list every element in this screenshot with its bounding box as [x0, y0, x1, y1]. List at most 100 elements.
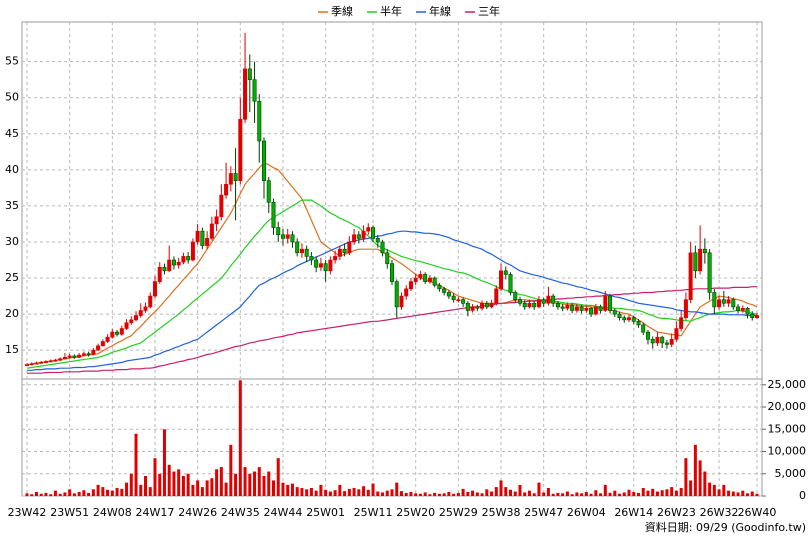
- candle-body: [513, 292, 518, 300]
- volume-bar: [139, 484, 143, 496]
- candle-body: [560, 306, 565, 309]
- volume-bar: [456, 492, 460, 496]
- candle-body: [366, 227, 371, 232]
- volume-bar: [314, 490, 318, 496]
- x-tick-label: 26W40: [738, 506, 777, 519]
- candle-body: [43, 361, 48, 363]
- candle-body: [593, 306, 598, 315]
- candle-body: [337, 248, 342, 257]
- volume-bar: [433, 492, 437, 496]
- candle-body: [152, 281, 157, 297]
- volume-bar: [376, 491, 380, 496]
- candle-body: [167, 259, 172, 272]
- volume-bar: [328, 491, 332, 496]
- volume-bar: [338, 484, 342, 496]
- legend-label: 年線: [429, 4, 451, 18]
- candle-body: [171, 259, 176, 266]
- volume-bar: [428, 494, 432, 496]
- candle-body: [522, 302, 527, 308]
- volume-bar: [238, 380, 242, 496]
- candle-body: [271, 202, 276, 228]
- candle-body: [148, 295, 153, 308]
- candle-body: [717, 299, 722, 308]
- volume-bar: [144, 475, 148, 496]
- legend-label: 季線: [331, 4, 353, 18]
- volume-bar: [646, 490, 650, 496]
- volume-bar: [499, 480, 503, 496]
- volume-bar: [385, 490, 389, 496]
- candle-body: [96, 345, 101, 351]
- volume-bar: [210, 478, 214, 496]
- candle-body: [318, 263, 323, 268]
- candle-body: [527, 302, 532, 308]
- volume-bar: [44, 492, 48, 496]
- volume-bar: [148, 487, 152, 496]
- volume-bar: [409, 491, 413, 496]
- volume-bar: [471, 490, 475, 496]
- volume-bar: [594, 490, 598, 496]
- volume-bar: [371, 483, 375, 496]
- volume-bar: [39, 493, 43, 496]
- volume-bar: [91, 489, 95, 496]
- volume-bar: [224, 482, 228, 496]
- candle-body: [162, 266, 167, 272]
- x-tick-label: 24W17: [136, 506, 175, 519]
- volume-bar: [731, 491, 735, 496]
- volume-bar: [494, 487, 498, 496]
- candle-body: [608, 295, 613, 311]
- volume-bar: [404, 492, 408, 496]
- x-tick-label: 23W51: [50, 506, 89, 519]
- volume-bar: [532, 493, 536, 496]
- candle-body: [299, 248, 304, 254]
- volume-bar: [366, 489, 370, 496]
- candle-body: [371, 227, 376, 239]
- volume-bar: [357, 489, 361, 496]
- candle-body: [285, 234, 290, 239]
- y2-tick-label: 10,000: [768, 445, 807, 458]
- candle-body: [470, 306, 475, 311]
- volume-bar: [632, 491, 636, 496]
- volume-bar: [447, 491, 451, 496]
- volume-bar: [746, 493, 750, 496]
- volume-bar: [305, 489, 309, 496]
- volume-bar: [234, 473, 238, 496]
- volume-bar: [423, 492, 427, 496]
- candle-body: [389, 263, 394, 282]
- candle-body: [224, 183, 229, 196]
- candle-body: [442, 288, 447, 293]
- volume-bar: [333, 490, 337, 496]
- volume-bar: [542, 492, 546, 496]
- candle-body: [356, 234, 361, 239]
- x-tick-label: 25W47: [524, 506, 563, 519]
- candle-body: [612, 310, 617, 315]
- candle-body: [181, 256, 186, 263]
- candle-body: [645, 331, 650, 340]
- volume-bar: [627, 489, 631, 496]
- candle-body: [53, 359, 58, 362]
- x-tick-label: 24W44: [264, 506, 303, 519]
- candle-body: [489, 302, 494, 308]
- candle-body: [34, 362, 39, 365]
- candle-body: [721, 299, 726, 304]
- volume-bar: [319, 484, 323, 496]
- volume-bar: [570, 494, 574, 496]
- volume-bar: [561, 493, 565, 496]
- volume-bar: [537, 482, 541, 496]
- candle-body: [266, 180, 271, 203]
- candle-body: [461, 299, 466, 304]
- candle-body: [726, 299, 731, 304]
- x-tick-label: 26W23: [657, 506, 696, 519]
- volume-bar: [399, 491, 403, 496]
- volume-bar: [49, 494, 53, 496]
- candle-body: [48, 360, 53, 363]
- candle-body: [119, 328, 124, 335]
- y2-tick-label: 0: [799, 489, 806, 502]
- candle-body: [731, 299, 736, 308]
- legend-label: 半年: [380, 4, 402, 18]
- volume-bar: [219, 467, 223, 496]
- candle-body: [570, 305, 575, 311]
- candle-body: [195, 230, 200, 243]
- candle-body: [380, 241, 385, 254]
- volume-bar: [651, 488, 655, 496]
- y-tick-label: 15: [5, 343, 19, 356]
